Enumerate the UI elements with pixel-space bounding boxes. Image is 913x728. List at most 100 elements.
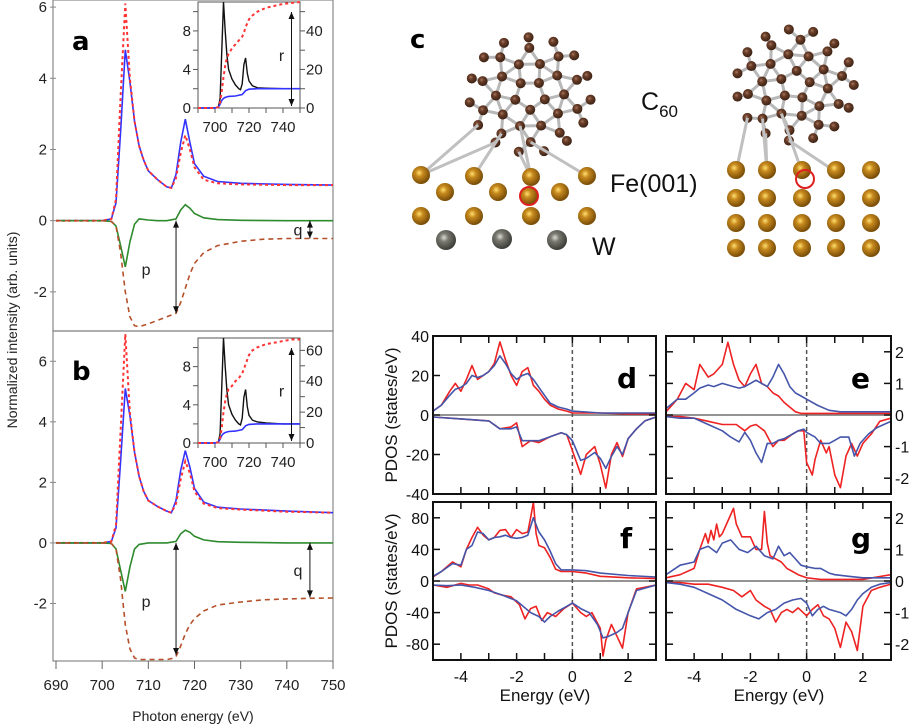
- carbon-atom: [582, 70, 593, 81]
- inset-b: 0 4 8 0 20 40 60 700 720 740 r: [183, 337, 323, 471]
- carbon-atom: [761, 95, 772, 106]
- fe-w-slab-left: [412, 123, 596, 250]
- carbon-atom: [536, 120, 547, 131]
- carbon-atom: [804, 77, 815, 88]
- carbon-atom: [742, 89, 753, 100]
- x-tick-label: 700: [90, 677, 115, 694]
- panel-a: -2 0 2 4 6 p q: [34, 0, 333, 328]
- series-group: [56, 3, 333, 328]
- panel-c-structures: [412, 24, 880, 257]
- y-tick-label: -80: [406, 637, 429, 654]
- y-tick-label: 6: [39, 0, 47, 16]
- carbon-atom: [539, 94, 550, 105]
- x-tick-label: 750: [320, 677, 345, 694]
- iron-atom: [827, 161, 845, 179]
- x-tick-label: 710: [136, 677, 161, 694]
- x-tick-label: -2: [510, 669, 524, 686]
- tungsten-atom: [492, 229, 512, 249]
- iron-atom-highlighted: [520, 187, 538, 205]
- y-tick-label: 1: [895, 542, 904, 559]
- series-group: [433, 502, 656, 657]
- carbon-atom: [585, 94, 596, 105]
- x-tick-label: -4: [687, 669, 701, 686]
- y-tick-label: 0: [39, 213, 47, 230]
- inset-series-sum-xas: [198, 337, 300, 444]
- carbon-atom: [742, 47, 753, 58]
- carbon-atom: [783, 24, 794, 35]
- y-tick-label: -1: [895, 440, 909, 457]
- carbon-atom: [572, 103, 583, 114]
- carbon-atom: [497, 71, 508, 82]
- y-tick-label: 2: [895, 511, 904, 528]
- x-axis-label-xas: Photon energy (eV): [132, 708, 253, 724]
- carbon-atom: [552, 70, 563, 81]
- inset-x-tick-label: 740: [270, 454, 295, 471]
- series-group: [666, 507, 891, 652]
- inset-x-tick-label: 720: [236, 454, 261, 471]
- iron-atom: [412, 166, 430, 184]
- carbon-atom: [760, 31, 771, 42]
- iron-atom: [522, 168, 540, 186]
- carbon-atom: [490, 90, 501, 101]
- q-arrow-head-end: [306, 231, 313, 239]
- carbon-atom: [829, 38, 840, 49]
- carbon-atom: [837, 70, 848, 81]
- carbon-atom: [848, 80, 859, 90]
- pdos-blue-down: [666, 581, 891, 620]
- iron-atom: [827, 189, 845, 207]
- y-axis-label-d: PDOS (states/eV): [382, 347, 401, 482]
- p-arrow-head-end: [173, 306, 180, 314]
- carbon-atom: [513, 59, 524, 70]
- carbon-atom: [498, 37, 509, 48]
- iron-atom: [758, 239, 776, 257]
- c60-molecule-left: [464, 32, 596, 157]
- series-xas-mu+: [56, 388, 333, 544]
- carbon-atom: [808, 133, 819, 144]
- iron-atom: [758, 189, 776, 207]
- highlight-ring: [795, 169, 815, 189]
- carbon-atom: [766, 40, 777, 51]
- y-tick-label: -2: [895, 637, 909, 654]
- carbon-atom: [552, 108, 563, 119]
- inset-left-tick-label: 0: [183, 435, 191, 452]
- inset-right-tick-label: 0: [306, 435, 314, 452]
- inset-right-tick-label: 40: [306, 373, 323, 390]
- y-tick-label: -2: [895, 471, 909, 488]
- carbon-atom: [791, 65, 802, 76]
- x-axis-label-f: Energy (eV): [500, 686, 591, 705]
- carbon-atom: [553, 51, 564, 62]
- y-tick-label: 80: [411, 511, 429, 528]
- r-arrow-head-end: [288, 434, 295, 441]
- carbon-atom: [571, 74, 582, 85]
- iron-atom: [827, 214, 845, 232]
- carbon-atom: [569, 50, 580, 61]
- carbon-atom: [515, 120, 526, 131]
- y-tick-label: 0: [420, 574, 429, 591]
- carbon-atom: [829, 121, 840, 132]
- inset-series-step: [198, 423, 300, 444]
- pdos-blue-down: [666, 415, 891, 464]
- iron-atom: [758, 161, 776, 179]
- iron-atom: [827, 239, 845, 257]
- r-label: r: [279, 48, 285, 65]
- x-axis-label-g: Energy (eV): [734, 686, 825, 705]
- q-arrow-head-end: [306, 590, 313, 598]
- y-tick-label: 0: [39, 535, 47, 552]
- pdos-red-up: [666, 507, 891, 581]
- p-arrow-head-end: [173, 647, 180, 655]
- carbon-atom: [814, 101, 825, 112]
- y-tick-label: 4: [39, 70, 47, 87]
- series-xas-mu+: [56, 49, 333, 222]
- series-group: [433, 341, 656, 489]
- iron-atom: [522, 207, 540, 225]
- series-group: [56, 333, 333, 661]
- y-tick-label: 20: [411, 369, 429, 386]
- q-arrow-head-start: [306, 542, 313, 550]
- carbon-atom: [554, 127, 565, 138]
- carbon-atom: [559, 89, 570, 100]
- inset-left-tick-label: 0: [183, 100, 191, 117]
- r-label: r: [279, 384, 285, 401]
- p-label: p: [142, 594, 151, 611]
- carbon-atom: [732, 68, 743, 79]
- highlight-ring: [519, 186, 539, 206]
